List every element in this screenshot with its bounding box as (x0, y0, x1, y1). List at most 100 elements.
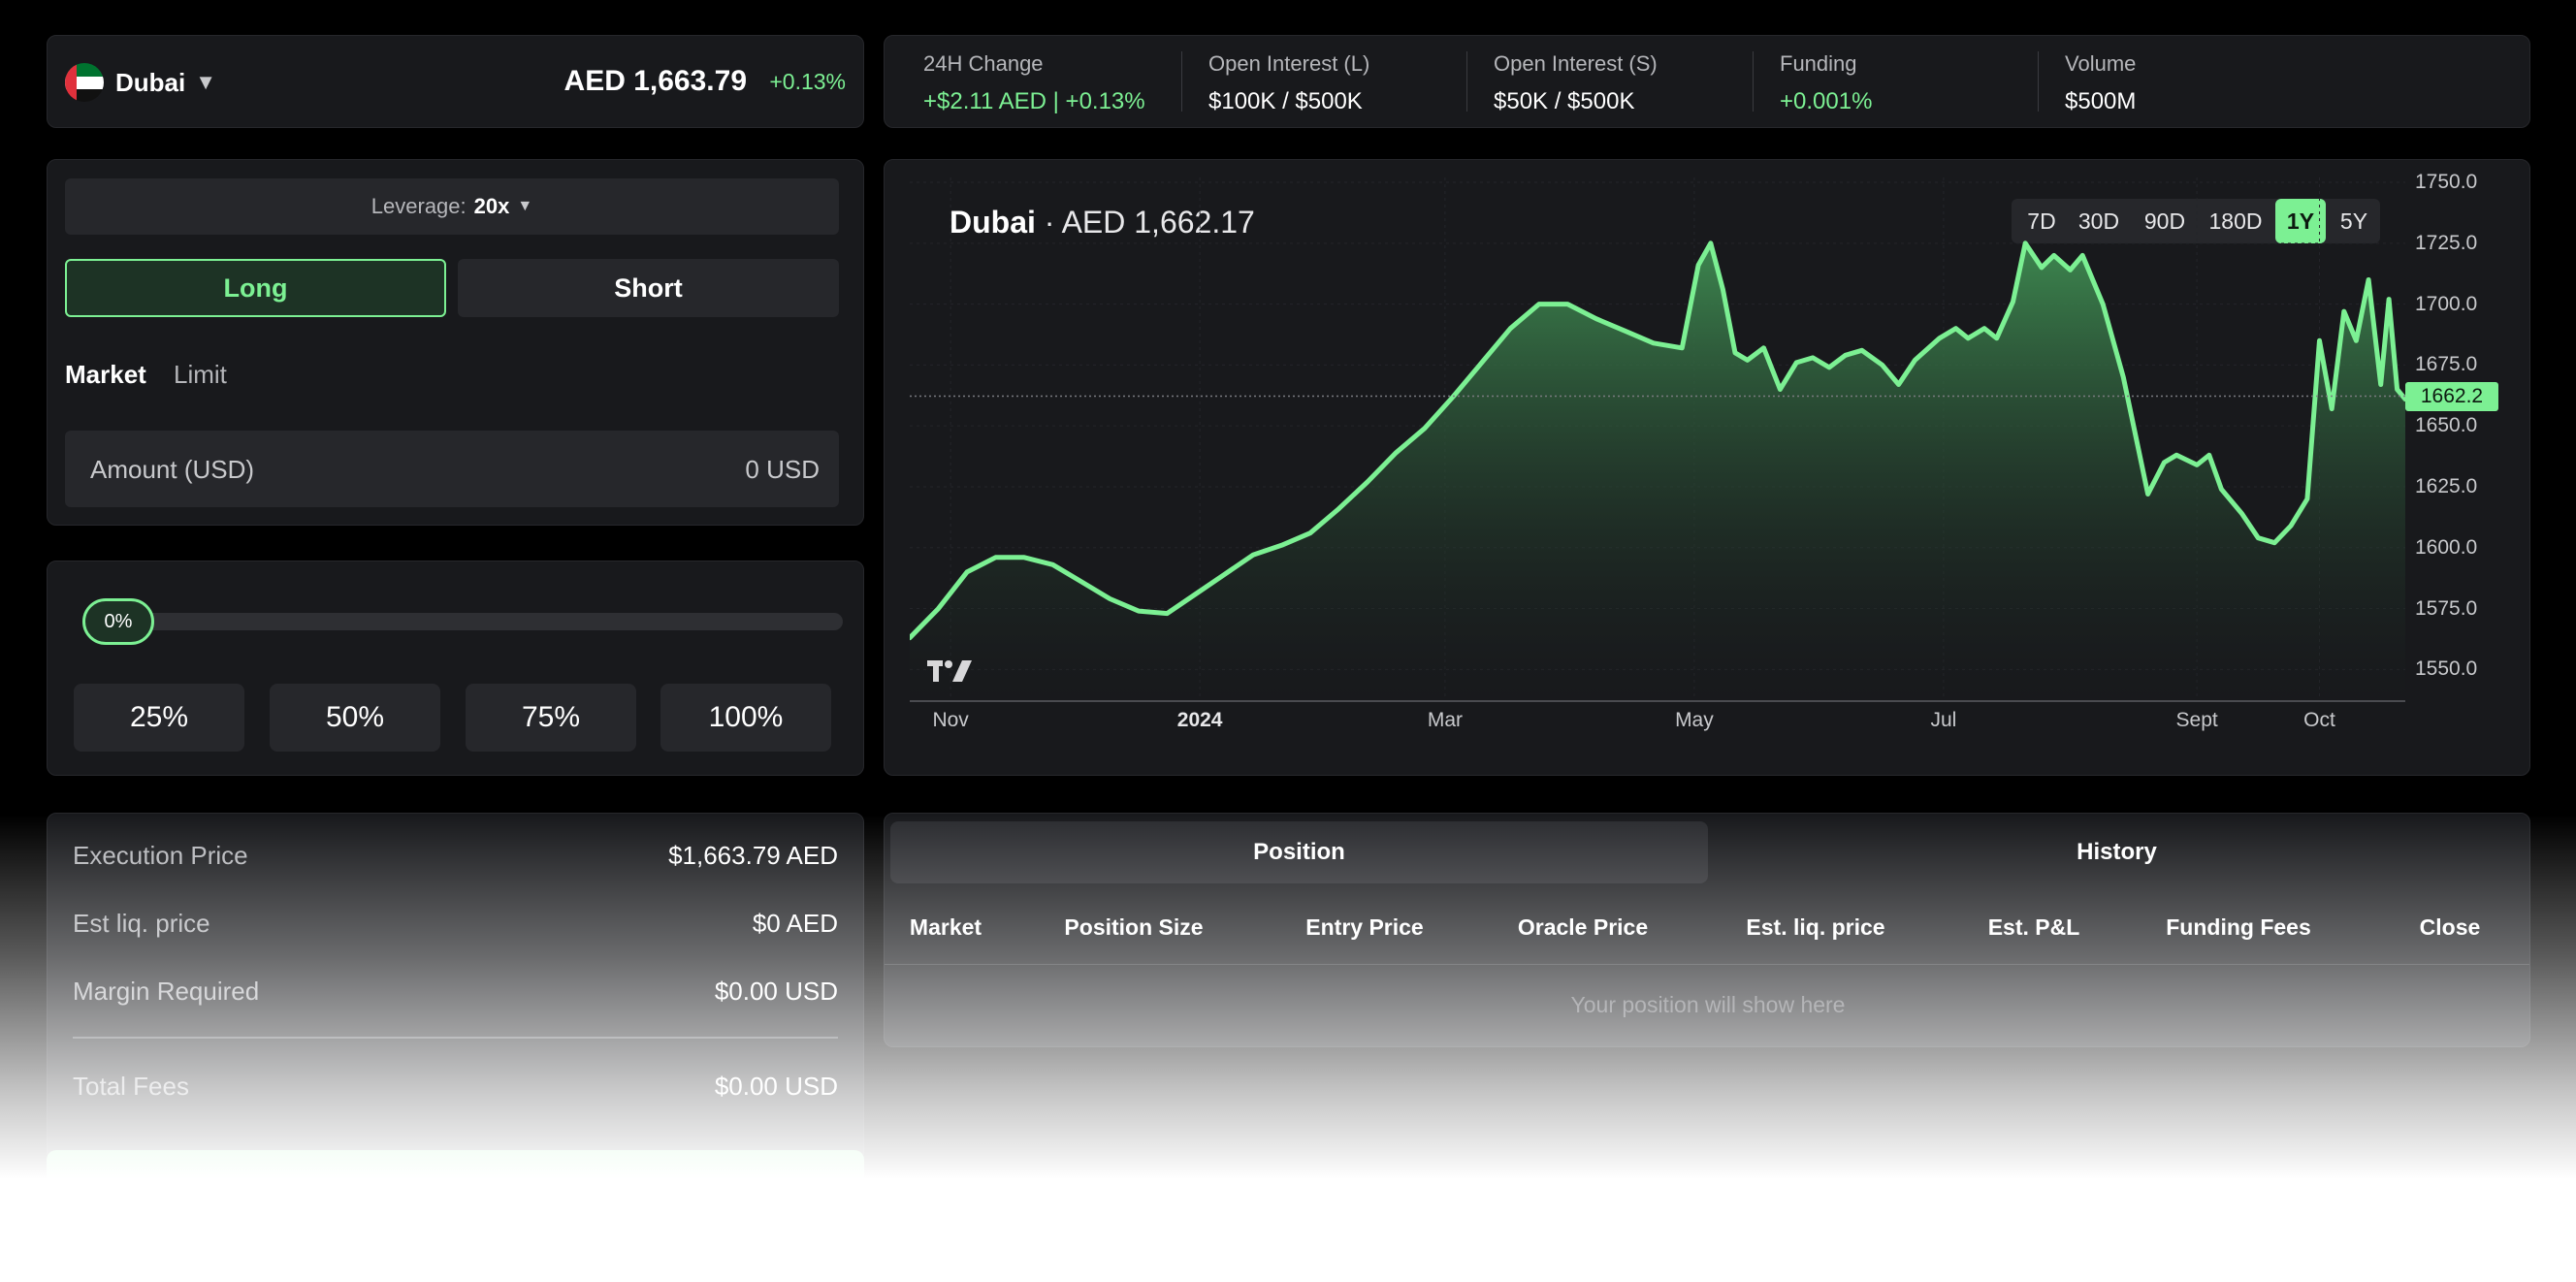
stat-label: Open Interest (L) (1208, 51, 1370, 76)
chart-price: · AED 1,662.17 (1044, 205, 1255, 240)
summary-value: $1,663.79 AED (668, 841, 838, 870)
tab-limit[interactable]: Limit (174, 360, 227, 389)
chart-title: Dubai · AED 1,662.17 (950, 205, 1255, 240)
y-tick-label: 1625.0 (2415, 474, 2478, 497)
x-tick-label: Jul (1930, 709, 1957, 731)
x-tick-label: May (1675, 709, 1714, 731)
stat-value: $100K / $500K (1208, 88, 1363, 114)
x-tick-label: Oct (2303, 709, 2335, 731)
stat-label: Open Interest (S) (1494, 51, 1658, 76)
stat-value: $500M (2065, 88, 2137, 114)
x-axis: Nov 2024 Mar May Jul Sept Oct (910, 709, 2405, 738)
column-header: Oracle Price (1517, 914, 1649, 940)
amount-input[interactable]: Amount (USD) 0 USD (65, 431, 839, 507)
market-selector[interactable]: Dubai ▼ (115, 63, 216, 102)
tradingview-logo-icon (927, 660, 972, 682)
summary-row: Execution Price $1,663.79 AED (73, 841, 838, 871)
x-tick-label: Nov (932, 709, 969, 731)
chevron-down-icon: ▼ (195, 70, 217, 94)
column-header: Entry Price (1305, 914, 1424, 940)
y-tick-label: 1750.0 (2415, 171, 2478, 194)
divider (2038, 51, 2039, 112)
stats-bar: 24H Change +$2.11 AED | +0.13% Open Inte… (884, 35, 2530, 128)
column-header: Close (2419, 914, 2481, 940)
x-tick-label: Mar (1427, 709, 1463, 731)
divider (1181, 51, 1182, 112)
preset-75-button[interactable]: 75% (466, 684, 636, 752)
leverage-selector[interactable]: Leverage: 20x ▼ (65, 178, 839, 235)
timeframe-1y[interactable]: 1Y (2275, 199, 2326, 243)
price-chart[interactable] (910, 177, 2405, 721)
market-header: Dubai ▼ AED 1,663.79 +0.13% (47, 35, 864, 128)
price-chart-panel: Dubai · AED 1,662.17 7D 30D 90D 180D 1Y … (884, 159, 2530, 776)
stat-value: $50K / $500K (1494, 88, 1635, 114)
order-panel: Leverage: 20x ▼ Long Short Market Limit … (47, 159, 864, 526)
divider (885, 964, 2529, 965)
summary-value: $0.00 USD (714, 1072, 838, 1101)
caret-down-icon: ▼ (517, 198, 533, 214)
summary-label: Execution Price (73, 841, 248, 870)
timeframe-90d[interactable]: 90D (2143, 208, 2186, 234)
timeframe-5y[interactable]: 5Y (2339, 208, 2368, 234)
summary-row: Margin Required $0.00 USD (73, 977, 838, 1007)
size-slider-track[interactable] (86, 613, 843, 630)
y-tick-label: 1600.0 (2415, 535, 2478, 559)
submit-order-button[interactable] (47, 1150, 864, 1208)
tab-market[interactable]: Market (65, 360, 146, 389)
preset-50-button[interactable]: 50% (270, 684, 440, 752)
price-line (910, 240, 2405, 641)
stat-volume: Volume $500M (2026, 36, 2136, 127)
trading-dashboard: Dubai ▼ AED 1,663.79 +0.13% 24H Change +… (8, 0, 2568, 1282)
tab-history[interactable]: History (2077, 839, 2157, 865)
column-header: Funding Fees (2166, 914, 2311, 940)
stat-label: 24H Change (923, 51, 1044, 76)
order-summary: Execution Price $1,663.79 AED Est liq. p… (47, 813, 864, 1162)
summary-value: $0.00 USD (714, 977, 838, 1006)
timeframe-30d[interactable]: 30D (2077, 208, 2120, 234)
preset-25-button[interactable]: 25% (74, 684, 244, 752)
divider (1753, 51, 1754, 112)
stat-open-interest-short: Open Interest (S) $50K / $500K (1455, 36, 1658, 127)
column-header: Est. liq. price (1746, 914, 1885, 940)
column-header: Market (909, 914, 982, 940)
stat-label: Funding (1780, 51, 1857, 76)
uae-flag-icon (65, 63, 104, 102)
stat-open-interest-long: Open Interest (L) $100K / $500K (1170, 36, 1369, 127)
amount-placeholder: Amount (USD) (90, 455, 255, 484)
price-area (910, 242, 2405, 702)
x-tick-label: Sept (2175, 709, 2218, 731)
short-button[interactable]: Short (458, 259, 839, 317)
y-tick-label: 1575.0 (2415, 596, 2478, 620)
tab-position[interactable]: Position (890, 821, 1708, 883)
column-header: Position Size (1064, 914, 1204, 940)
y-axis: 1750.0 1725.0 1700.0 1675.0 1650.0 1625.0 1600… (2415, 171, 2512, 721)
y-tick-label: 1725.0 (2415, 231, 2478, 254)
chart-market-name: Dubai (950, 205, 1036, 240)
long-button[interactable]: Long (65, 259, 446, 317)
timeframe-selector: 7D 30D 90D 180D 1Y 5Y (2012, 199, 2380, 243)
size-slider-thumb[interactable]: 0% (82, 598, 154, 645)
divider (73, 1037, 838, 1039)
summary-label: Est liq. price (73, 909, 210, 938)
column-header: Est. P&L (1987, 914, 2080, 940)
stat-funding: Funding +0.001% (1741, 36, 1872, 127)
table-header: Market Position Size Entry Price Oracle … (885, 914, 2531, 953)
market-price: AED 1,663.79 (564, 65, 747, 97)
positions-panel: Position History Market Position Size En… (884, 813, 2530, 1047)
y-tick-label: 1650.0 (2415, 414, 2478, 437)
timeframe-180d[interactable]: 180D (2208, 208, 2263, 234)
stat-value: +$2.11 AED | +0.13% (923, 88, 1145, 114)
timeframe-7d[interactable]: 7D (2027, 208, 2056, 234)
summary-label: Margin Required (73, 977, 260, 1006)
y-tick-label: 1675.0 (2415, 353, 2478, 376)
y-tick-label: 1700.0 (2415, 292, 2478, 315)
leverage-label: Leverage: (370, 194, 467, 218)
divider (1466, 51, 1467, 112)
y-tick-label: 1550.0 (2415, 657, 2478, 681)
preset-100-button[interactable]: 100% (660, 684, 831, 752)
last-price-badge: 1662.2 (2405, 381, 2498, 411)
stat-value: +0.001% (1780, 88, 1873, 114)
x-tick-label: 2024 (1176, 709, 1223, 731)
market-name: Dubai (115, 67, 186, 97)
summary-value: $0 AED (752, 909, 838, 938)
